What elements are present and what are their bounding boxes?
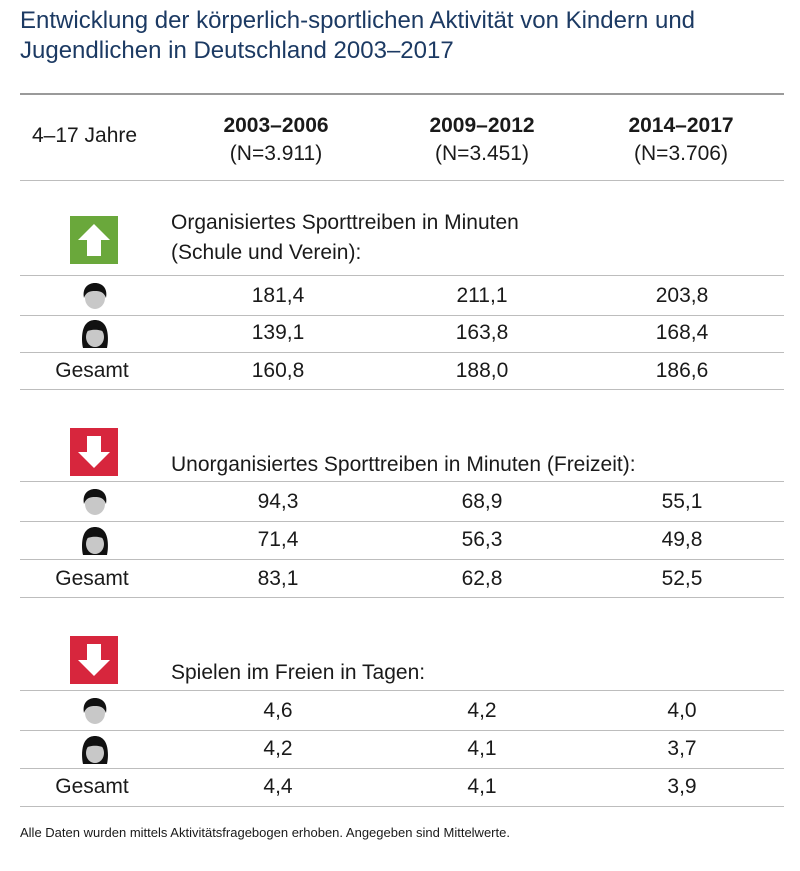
girl-icon [78, 733, 112, 767]
girl-icon [78, 524, 112, 558]
section-title-line: Spielen im Freien in Tagen: [171, 661, 426, 684]
row-rule [20, 352, 784, 353]
table-cell: 71,4 [257, 528, 299, 551]
table-cell: 4,1 [467, 775, 497, 798]
section-end-rule [20, 597, 784, 598]
table-cell: 211,1 [456, 284, 508, 307]
table-cell: 160,8 [251, 359, 305, 382]
section-title: Spielen im Freien in Tagen: [171, 658, 425, 688]
girls-row: 71,4 56,3 49,8 [20, 522, 784, 558]
table-cell: 62,8 [461, 567, 503, 590]
boys-row: 4,6 4,2 4,0 [20, 693, 784, 729]
row-rule [20, 768, 784, 769]
table-cell: 139,1 [251, 321, 305, 344]
total-label: Gesamt [55, 775, 129, 798]
table-bottom-rule [20, 806, 784, 807]
column-sample-size: (N=3.706) [634, 142, 728, 165]
table-cell: 186,6 [655, 359, 709, 382]
section-title-rule [20, 690, 784, 691]
table-cell: 4,0 [667, 699, 697, 722]
section-title: Organisiertes Sporttreiben in Minuten (Sc… [171, 208, 519, 268]
table-cell: 203,8 [655, 284, 709, 307]
age-group-label: 4–17 Jahre [32, 124, 138, 147]
boy-icon [78, 280, 112, 314]
table-cell: 4,2 [263, 737, 293, 760]
table-cell: 56,3 [461, 528, 503, 551]
table-cell: 55,1 [661, 490, 703, 513]
section-title-rule [20, 481, 784, 482]
total-row: Gesamt 160,8 188,0 186,6 [20, 353, 784, 389]
table-cell: 4,1 [467, 737, 497, 760]
total-row: Gesamt 83,1 62,8 52,5 [20, 561, 784, 597]
column-sample-size: (N=3.451) [435, 142, 529, 165]
table-cell: 181,4 [251, 284, 305, 307]
arrow-down-icon [70, 428, 118, 476]
column-header-3: 2014–2017 (N=3.706) [581, 112, 781, 168]
row-rule [20, 559, 784, 560]
column-sample-size: (N=3.911) [229, 142, 323, 165]
table-cell: 163,8 [455, 321, 509, 344]
column-period: 2009–2012 [429, 114, 535, 137]
table-top-rule [20, 93, 784, 95]
column-header-2: 2009–2012 (N=3.451) [382, 112, 582, 168]
section-end-rule [20, 389, 784, 390]
arrow-down-icon [70, 636, 118, 684]
girl-icon [78, 317, 112, 351]
table-cell: 4,2 [467, 699, 497, 722]
arrow-up-icon [70, 216, 118, 264]
table-cell: 94,3 [257, 490, 299, 513]
table-cell: 68,9 [461, 490, 503, 513]
table-cell: 168,4 [655, 321, 709, 344]
table-cell: 52,5 [661, 567, 703, 590]
row-rule [20, 521, 784, 522]
header-rule [20, 180, 784, 181]
table-cell: 83,1 [257, 567, 299, 590]
table-cell: 49,8 [661, 528, 703, 551]
table-cell: 188,0 [455, 359, 509, 382]
boys-row: 94,3 68,9 55,1 [20, 484, 784, 520]
table-cell: 3,7 [667, 737, 697, 760]
section-title: Unorganisiertes Sporttreiben in Minuten … [171, 450, 636, 480]
girls-row: 139,1 163,8 168,4 [20, 315, 784, 351]
total-label: Gesamt [55, 567, 129, 590]
table-cell: 3,9 [667, 775, 697, 798]
page-title: Entwicklung der körperlich-sportlichen A… [20, 7, 696, 64]
section-title-line: Unorganisiertes Sporttreiben in Minuten … [171, 453, 636, 476]
boy-icon [78, 695, 112, 729]
girls-row: 4,2 4,1 3,7 [20, 731, 784, 767]
table-cell: 4,4 [263, 775, 293, 798]
row-rule [20, 315, 784, 316]
footnote: Alle Daten wurden mittels Aktivitätsfrag… [20, 825, 510, 840]
column-period: 2014–2017 [628, 114, 734, 137]
total-row: Gesamt 4,4 4,1 3,9 [20, 769, 784, 805]
boys-row: 181,4 211,1 203,8 [20, 278, 784, 314]
row-rule [20, 730, 784, 731]
column-header-1: 2003–2006 (N=3.911) [176, 112, 376, 168]
boy-icon [78, 486, 112, 520]
total-label: Gesamt [55, 359, 129, 382]
table-cell: 4,6 [263, 699, 293, 722]
section-title-line: (Schule und Verein): [171, 241, 362, 264]
section-title-line: Organisiertes Sporttreiben in Minuten [171, 211, 519, 234]
column-period: 2003–2006 [223, 114, 329, 137]
section-title-rule [20, 275, 784, 276]
